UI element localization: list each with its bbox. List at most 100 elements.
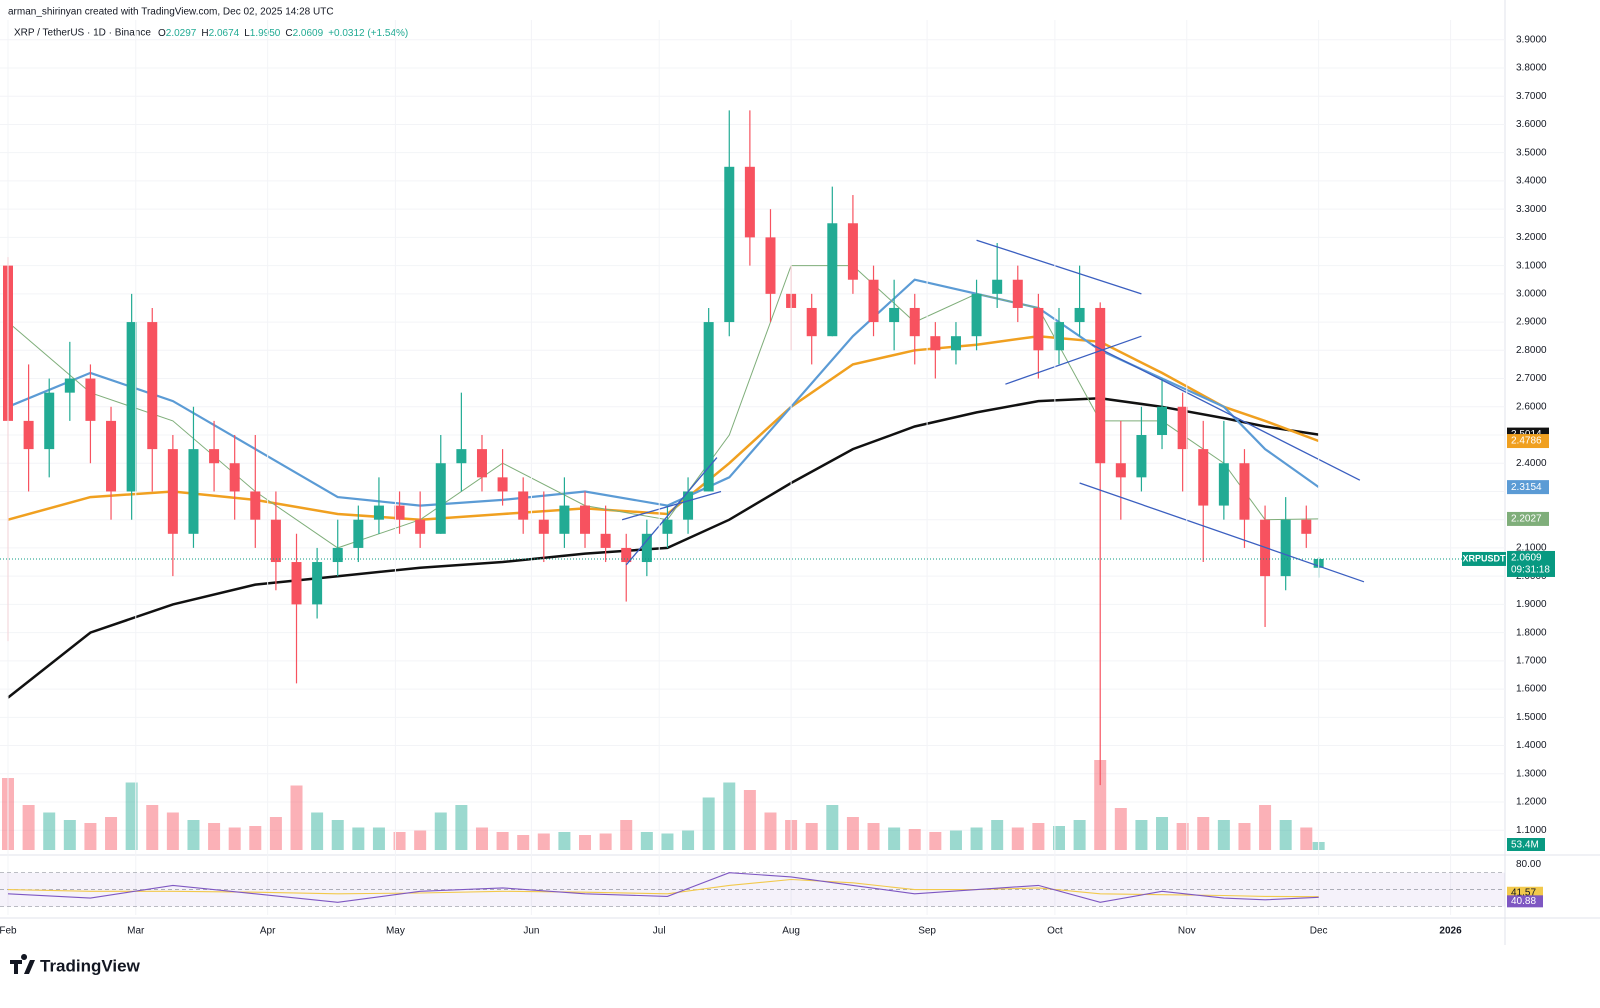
rsi-line [7, 872, 1319, 903]
volume-bar [187, 820, 200, 850]
volume-bar [929, 832, 942, 850]
candle-body [1157, 406, 1168, 435]
candle-body [250, 491, 261, 520]
x-tick-label: Apr [260, 926, 276, 937]
x-tick-label: Nov [1178, 926, 1196, 937]
volume-bar [1073, 820, 1086, 850]
volume-badge-bg [1507, 838, 1545, 851]
moving-average [7, 334, 1320, 521]
y-tick-label: 3.2000 [1516, 232, 1547, 243]
volume-bar [63, 820, 76, 850]
volume-bar [888, 827, 901, 850]
candle-body [229, 463, 240, 492]
quote-line: O2.0297 H2.0674 L1.9950 C2.0609 +0.0312 (+1.… [158, 28, 408, 39]
candle-body [1239, 463, 1250, 520]
y-tick-label: 1.7000 [1516, 655, 1547, 666]
candle-body [394, 505, 405, 520]
quote-key: C [285, 28, 292, 39]
quote-key: L [244, 28, 250, 39]
y-tick-label: 2.4000 [1516, 458, 1547, 469]
candle-body [1074, 307, 1085, 323]
volume-bar [166, 812, 179, 850]
volume-bar [1238, 823, 1251, 850]
candle-body [476, 449, 487, 478]
y-tick-label: 3.6000 [1516, 119, 1547, 130]
volume-bar [640, 832, 653, 850]
ma-badge-bg [1507, 511, 1549, 526]
candle-body [744, 166, 755, 238]
volume-bar [1217, 820, 1230, 850]
quote-value: 2.0297 [166, 28, 197, 39]
candle-body [85, 378, 96, 421]
price-badge-bg [1507, 550, 1555, 577]
y-tick-label: 2.6000 [1516, 401, 1547, 412]
volume-bar [846, 817, 859, 850]
candle-body [1280, 519, 1291, 577]
x-tick-label: Sep [918, 926, 936, 937]
candle-body [270, 519, 281, 563]
volume-bar [991, 820, 1004, 850]
y-tick-label: 3.5000 [1516, 147, 1547, 158]
volume-bar [579, 835, 592, 850]
volume-bar [1300, 827, 1313, 850]
ma-badge-value: 2.4786 [1511, 436, 1542, 447]
x-tick-label: Dec [1310, 926, 1328, 937]
trendline [976, 239, 1142, 295]
candle-body [1218, 463, 1229, 506]
trendline [1079, 482, 1365, 583]
volume-bar [43, 812, 56, 850]
volume-bar [1094, 760, 1107, 850]
candle-body [621, 547, 632, 563]
volume-bar [22, 805, 35, 850]
y-tick-label: 3.8000 [1516, 63, 1547, 74]
candle-body [312, 562, 323, 605]
volume-bar [414, 830, 427, 850]
volume-bar [826, 805, 839, 850]
volume-bar [475, 827, 488, 850]
volume-bar [682, 830, 695, 850]
candle-body [662, 519, 673, 534]
x-tick-label: Oct [1047, 926, 1063, 937]
candle-body [765, 237, 776, 294]
volume-bar [661, 833, 674, 850]
rsi-tick-label: 80.00 [1516, 859, 1541, 870]
quote-change: +0.0312 (+1.54%) [328, 28, 408, 39]
volume-bar [537, 833, 550, 850]
price-badge-countdown: 09:31:18 [1511, 565, 1550, 576]
volume-bar [249, 826, 262, 850]
volume-bar [949, 830, 962, 850]
ma-badge-bg [1507, 434, 1549, 449]
y-tick-label: 2.9000 [1516, 317, 1547, 328]
candle-body [868, 279, 879, 323]
y-tick-label: 1.2000 [1516, 797, 1547, 808]
y-tick-label: 1.1000 [1516, 825, 1547, 836]
candle-body [518, 491, 529, 520]
logo: TradingView [10, 954, 141, 975]
x-tick-label: May [386, 926, 405, 937]
candle-body [971, 293, 982, 337]
volume-bar [496, 832, 509, 850]
volume-bar [84, 823, 97, 850]
volume-bar [1279, 820, 1292, 850]
y-tick-label: 3.1000 [1516, 260, 1547, 271]
x-tick-label: Feb [0, 926, 17, 937]
volume-bar [558, 832, 571, 850]
candle-body [641, 533, 652, 563]
y-tick-label: 3.0000 [1516, 288, 1547, 299]
volume-bar [393, 832, 406, 850]
logo-text: TradingView [40, 956, 141, 975]
rsi-line [7, 878, 1319, 898]
candle-body [909, 307, 920, 337]
x-tick-label: Mar [127, 926, 145, 937]
logo-icon [10, 954, 35, 974]
volume-bar [517, 835, 530, 850]
volume-bar [434, 812, 447, 850]
candle-body [126, 322, 137, 492]
moving-average [7, 397, 1319, 699]
quote-key: H [201, 28, 208, 39]
volume-bar [805, 823, 818, 850]
volume-badge: 53.4M [1511, 840, 1539, 851]
y-tick-label: 1.4000 [1516, 740, 1547, 751]
candle-body [106, 420, 117, 492]
candle-body [353, 519, 364, 548]
